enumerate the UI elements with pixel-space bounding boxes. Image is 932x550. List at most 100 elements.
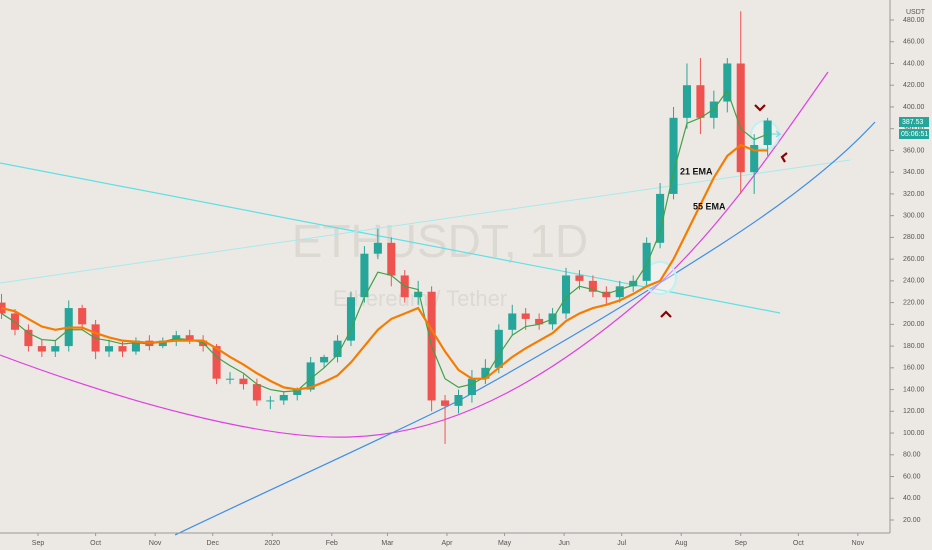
y-tick-label: 240.00 bbox=[903, 278, 925, 285]
candle-body bbox=[105, 346, 114, 352]
candle-body bbox=[320, 356, 329, 363]
watermark: ETHUSDT, 1D bbox=[292, 215, 588, 267]
candle-body bbox=[629, 280, 638, 287]
candle-body bbox=[441, 400, 450, 406]
candle-body bbox=[723, 63, 732, 102]
x-tick-label: Nov bbox=[149, 540, 162, 547]
x-tick-label: Mar bbox=[381, 540, 394, 547]
candle-body bbox=[158, 340, 167, 347]
countdown-tag bbox=[899, 129, 929, 139]
candle-body bbox=[78, 308, 87, 325]
y-tick-label: 360.00 bbox=[903, 147, 925, 154]
candle-body bbox=[293, 389, 302, 395]
candle-body bbox=[252, 384, 261, 401]
x-tick-label: Sep bbox=[32, 540, 45, 547]
annotation: 55 EMA bbox=[693, 201, 726, 211]
candle-body bbox=[535, 318, 544, 325]
y-tick-label: 460.00 bbox=[903, 39, 925, 46]
candle-body bbox=[185, 335, 194, 341]
candle-body bbox=[24, 329, 33, 347]
candle-body bbox=[118, 346, 127, 352]
candle-body bbox=[642, 242, 651, 281]
y-tick-label: 200.00 bbox=[903, 321, 925, 328]
ema-line bbox=[1, 143, 768, 391]
candle-body bbox=[736, 63, 745, 173]
y-tick-label: 320.00 bbox=[903, 191, 925, 198]
x-tick-label: Aug bbox=[675, 540, 688, 547]
candle-body bbox=[669, 117, 678, 194]
candle-body bbox=[656, 193, 665, 243]
axes: 20.00 40.00 60.00 80.00 100.00 120.00 140.00 16… bbox=[32, 17, 925, 547]
candle-body bbox=[360, 253, 369, 298]
x-tick-label: Oct bbox=[90, 540, 101, 547]
y-tick-label: 160.00 bbox=[903, 365, 925, 372]
candle-body bbox=[387, 242, 396, 276]
chevron bbox=[780, 152, 788, 163]
y-tick-label: 140.00 bbox=[903, 386, 925, 393]
candle-body bbox=[588, 280, 597, 292]
candle-body bbox=[37, 346, 46, 352]
x-tick-label: Sep bbox=[735, 540, 748, 547]
candle-body bbox=[763, 120, 772, 145]
y-tick-label: 120.00 bbox=[903, 408, 925, 415]
y-tick-label: 260.00 bbox=[903, 256, 925, 263]
candle-body bbox=[346, 297, 356, 341]
price-tag-label: 387.53 bbox=[902, 119, 924, 126]
y-tick-label: 100.00 bbox=[903, 430, 925, 437]
candle-body bbox=[306, 362, 315, 390]
price-tag bbox=[899, 117, 929, 127]
candle-body bbox=[561, 275, 571, 314]
countdown-label: 05:06:51 bbox=[901, 131, 928, 138]
trend-curve bbox=[174, 121, 876, 536]
x-tick-label: Feb bbox=[326, 540, 338, 547]
candle-body bbox=[481, 367, 490, 379]
candle-body bbox=[521, 313, 530, 319]
ema-line bbox=[1, 89, 768, 393]
parabolic-curve bbox=[0, 71, 829, 438]
y-tick-label: 340.00 bbox=[903, 169, 925, 176]
y-tick-label: 420.00 bbox=[903, 82, 925, 89]
y-tick-label: 480.00 bbox=[903, 17, 925, 24]
candle-body bbox=[239, 378, 248, 385]
currency-label: USDT bbox=[906, 9, 926, 16]
candle-body bbox=[750, 145, 759, 173]
y-tick-label: 300.00 bbox=[903, 212, 925, 219]
candle-body bbox=[51, 346, 60, 352]
x-tick-label: Oct bbox=[793, 540, 804, 547]
y-tick-label: 20.00 bbox=[903, 517, 921, 524]
candle-body bbox=[225, 378, 235, 380]
candle-body bbox=[279, 395, 288, 401]
y-tick-label: 180.00 bbox=[903, 343, 925, 350]
y-tick-label: 440.00 bbox=[903, 60, 925, 67]
x-tick-label: 2020 bbox=[264, 540, 280, 547]
y-tick-label: 280.00 bbox=[903, 234, 925, 241]
x-tick-label: Nov bbox=[852, 540, 865, 547]
y-tick-label: 220.00 bbox=[903, 299, 925, 306]
candle-body bbox=[575, 275, 584, 281]
candle-body bbox=[266, 400, 275, 402]
x-tick-label: Jun bbox=[558, 540, 569, 547]
candle-body bbox=[615, 286, 624, 298]
y-tick-label: 60.00 bbox=[903, 473, 921, 480]
y-tick-label: 400.00 bbox=[903, 104, 925, 111]
y-tick-label: 40.00 bbox=[903, 495, 921, 502]
candle-body bbox=[333, 340, 342, 357]
y-tick-label: 80.00 bbox=[903, 452, 921, 459]
candle-body bbox=[212, 346, 221, 379]
trendline bbox=[0, 162, 781, 314]
candle-body bbox=[414, 291, 423, 298]
chevron bbox=[754, 104, 766, 112]
plot bbox=[0, 11, 772, 444]
x-tick-label: Jul bbox=[617, 540, 626, 547]
x-tick-label: Dec bbox=[207, 540, 220, 547]
x-tick-label: Apr bbox=[442, 540, 454, 547]
arrow bbox=[768, 130, 782, 138]
annotation: 21 EMA bbox=[680, 166, 713, 176]
chevron bbox=[660, 310, 672, 318]
candle-body bbox=[467, 378, 476, 395]
price-axis bbox=[890, 0, 932, 550]
candle-body bbox=[131, 340, 140, 352]
candle-body bbox=[494, 329, 503, 368]
